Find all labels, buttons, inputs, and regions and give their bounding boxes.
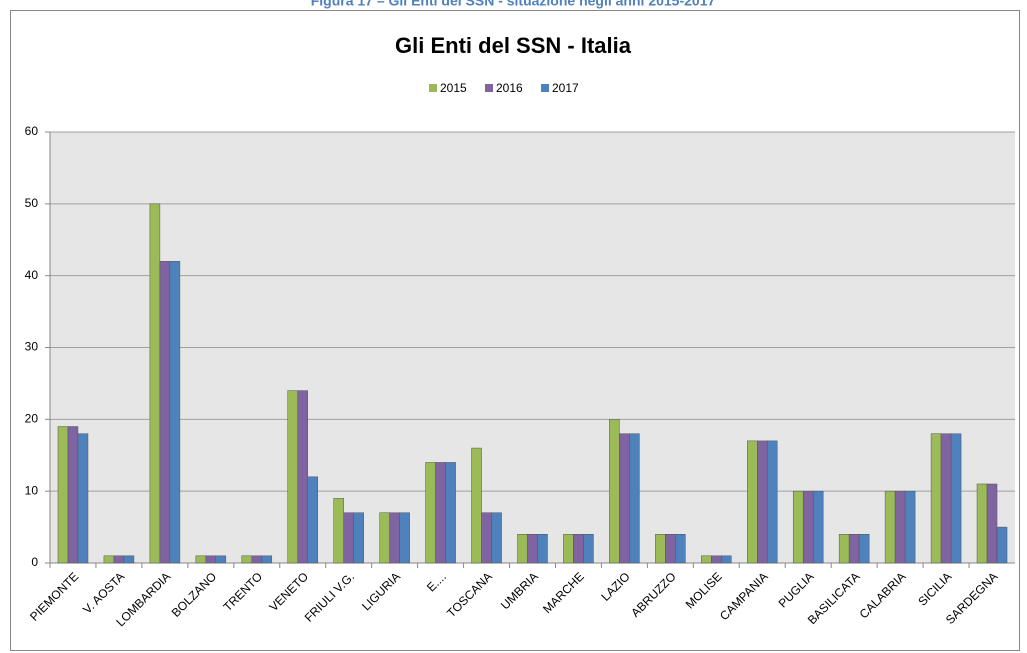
bar: [425, 462, 436, 564]
bar: [976, 483, 988, 564]
bar: [721, 555, 732, 564]
bar: [215, 555, 227, 564]
legend: 2015 2016 2017: [429, 81, 579, 95]
bar: [792, 490, 804, 564]
bar: [848, 534, 860, 564]
bar: [838, 534, 850, 564]
bar: [583, 534, 594, 564]
bar: [159, 261, 171, 564]
legend-swatch: [485, 84, 493, 92]
bar: [527, 534, 538, 564]
bar: [333, 498, 344, 564]
bar: [665, 534, 676, 564]
bar: [445, 462, 456, 564]
bar: [930, 433, 942, 564]
bar: [619, 433, 630, 564]
y-tick-label: 10: [25, 483, 39, 497]
bar: [884, 490, 896, 564]
bar: [655, 534, 666, 564]
bar: [537, 534, 548, 564]
chart-title: Gli Enti del SSN - Italia: [395, 33, 632, 58]
bar: [563, 534, 574, 564]
bar: [481, 512, 492, 564]
bar: [307, 476, 318, 564]
bar: [241, 555, 253, 564]
bar: [57, 426, 69, 564]
bar: [379, 512, 390, 564]
bar: [517, 534, 528, 564]
bar: [123, 555, 135, 564]
bar: [629, 433, 640, 564]
bar: [343, 512, 354, 564]
legend-label: 2016: [496, 81, 523, 95]
bar: [195, 555, 207, 564]
bar: [701, 555, 712, 564]
bar: [940, 433, 952, 564]
caption: Figura 17 – Gli Enti del SSN - situazion…: [311, 0, 716, 9]
bar: [767, 440, 778, 564]
bar: [113, 555, 125, 564]
bar: [103, 555, 115, 564]
bar: [261, 555, 273, 564]
legend-label: 2017: [552, 81, 579, 95]
bar: [904, 490, 916, 564]
y-tick-label: 20: [25, 412, 39, 426]
y-tick-label: 30: [25, 340, 39, 354]
bar: [894, 490, 906, 564]
legend-swatch: [429, 84, 437, 92]
y-tick-label: 0: [31, 555, 38, 569]
bar: [950, 433, 962, 564]
bar: [389, 512, 400, 564]
bar: [757, 440, 768, 564]
bar: [149, 203, 161, 564]
bar: [169, 261, 181, 564]
bar: [609, 419, 620, 564]
bar: [435, 462, 446, 564]
bar: [287, 390, 298, 564]
bar: [353, 512, 364, 564]
bar: [675, 534, 686, 564]
y-tick-label: 50: [25, 196, 39, 210]
bar: [812, 490, 824, 564]
bar: [711, 555, 722, 564]
bar: [802, 490, 814, 564]
bar: [67, 426, 79, 564]
bar: [747, 440, 758, 564]
bar: [491, 512, 502, 564]
bar: [251, 555, 263, 564]
bar: [77, 433, 89, 564]
bar: [986, 483, 998, 564]
bar: [297, 390, 308, 564]
bar: [573, 534, 584, 564]
legend-label: 2015: [440, 81, 467, 95]
bar: [205, 555, 217, 564]
legend-swatch: [541, 84, 549, 92]
bar: [858, 534, 870, 564]
y-tick-label: 40: [25, 268, 39, 282]
y-tick-label: 60: [25, 124, 39, 138]
bar: [996, 526, 1008, 564]
bar: [471, 447, 482, 564]
bar: [399, 512, 410, 564]
